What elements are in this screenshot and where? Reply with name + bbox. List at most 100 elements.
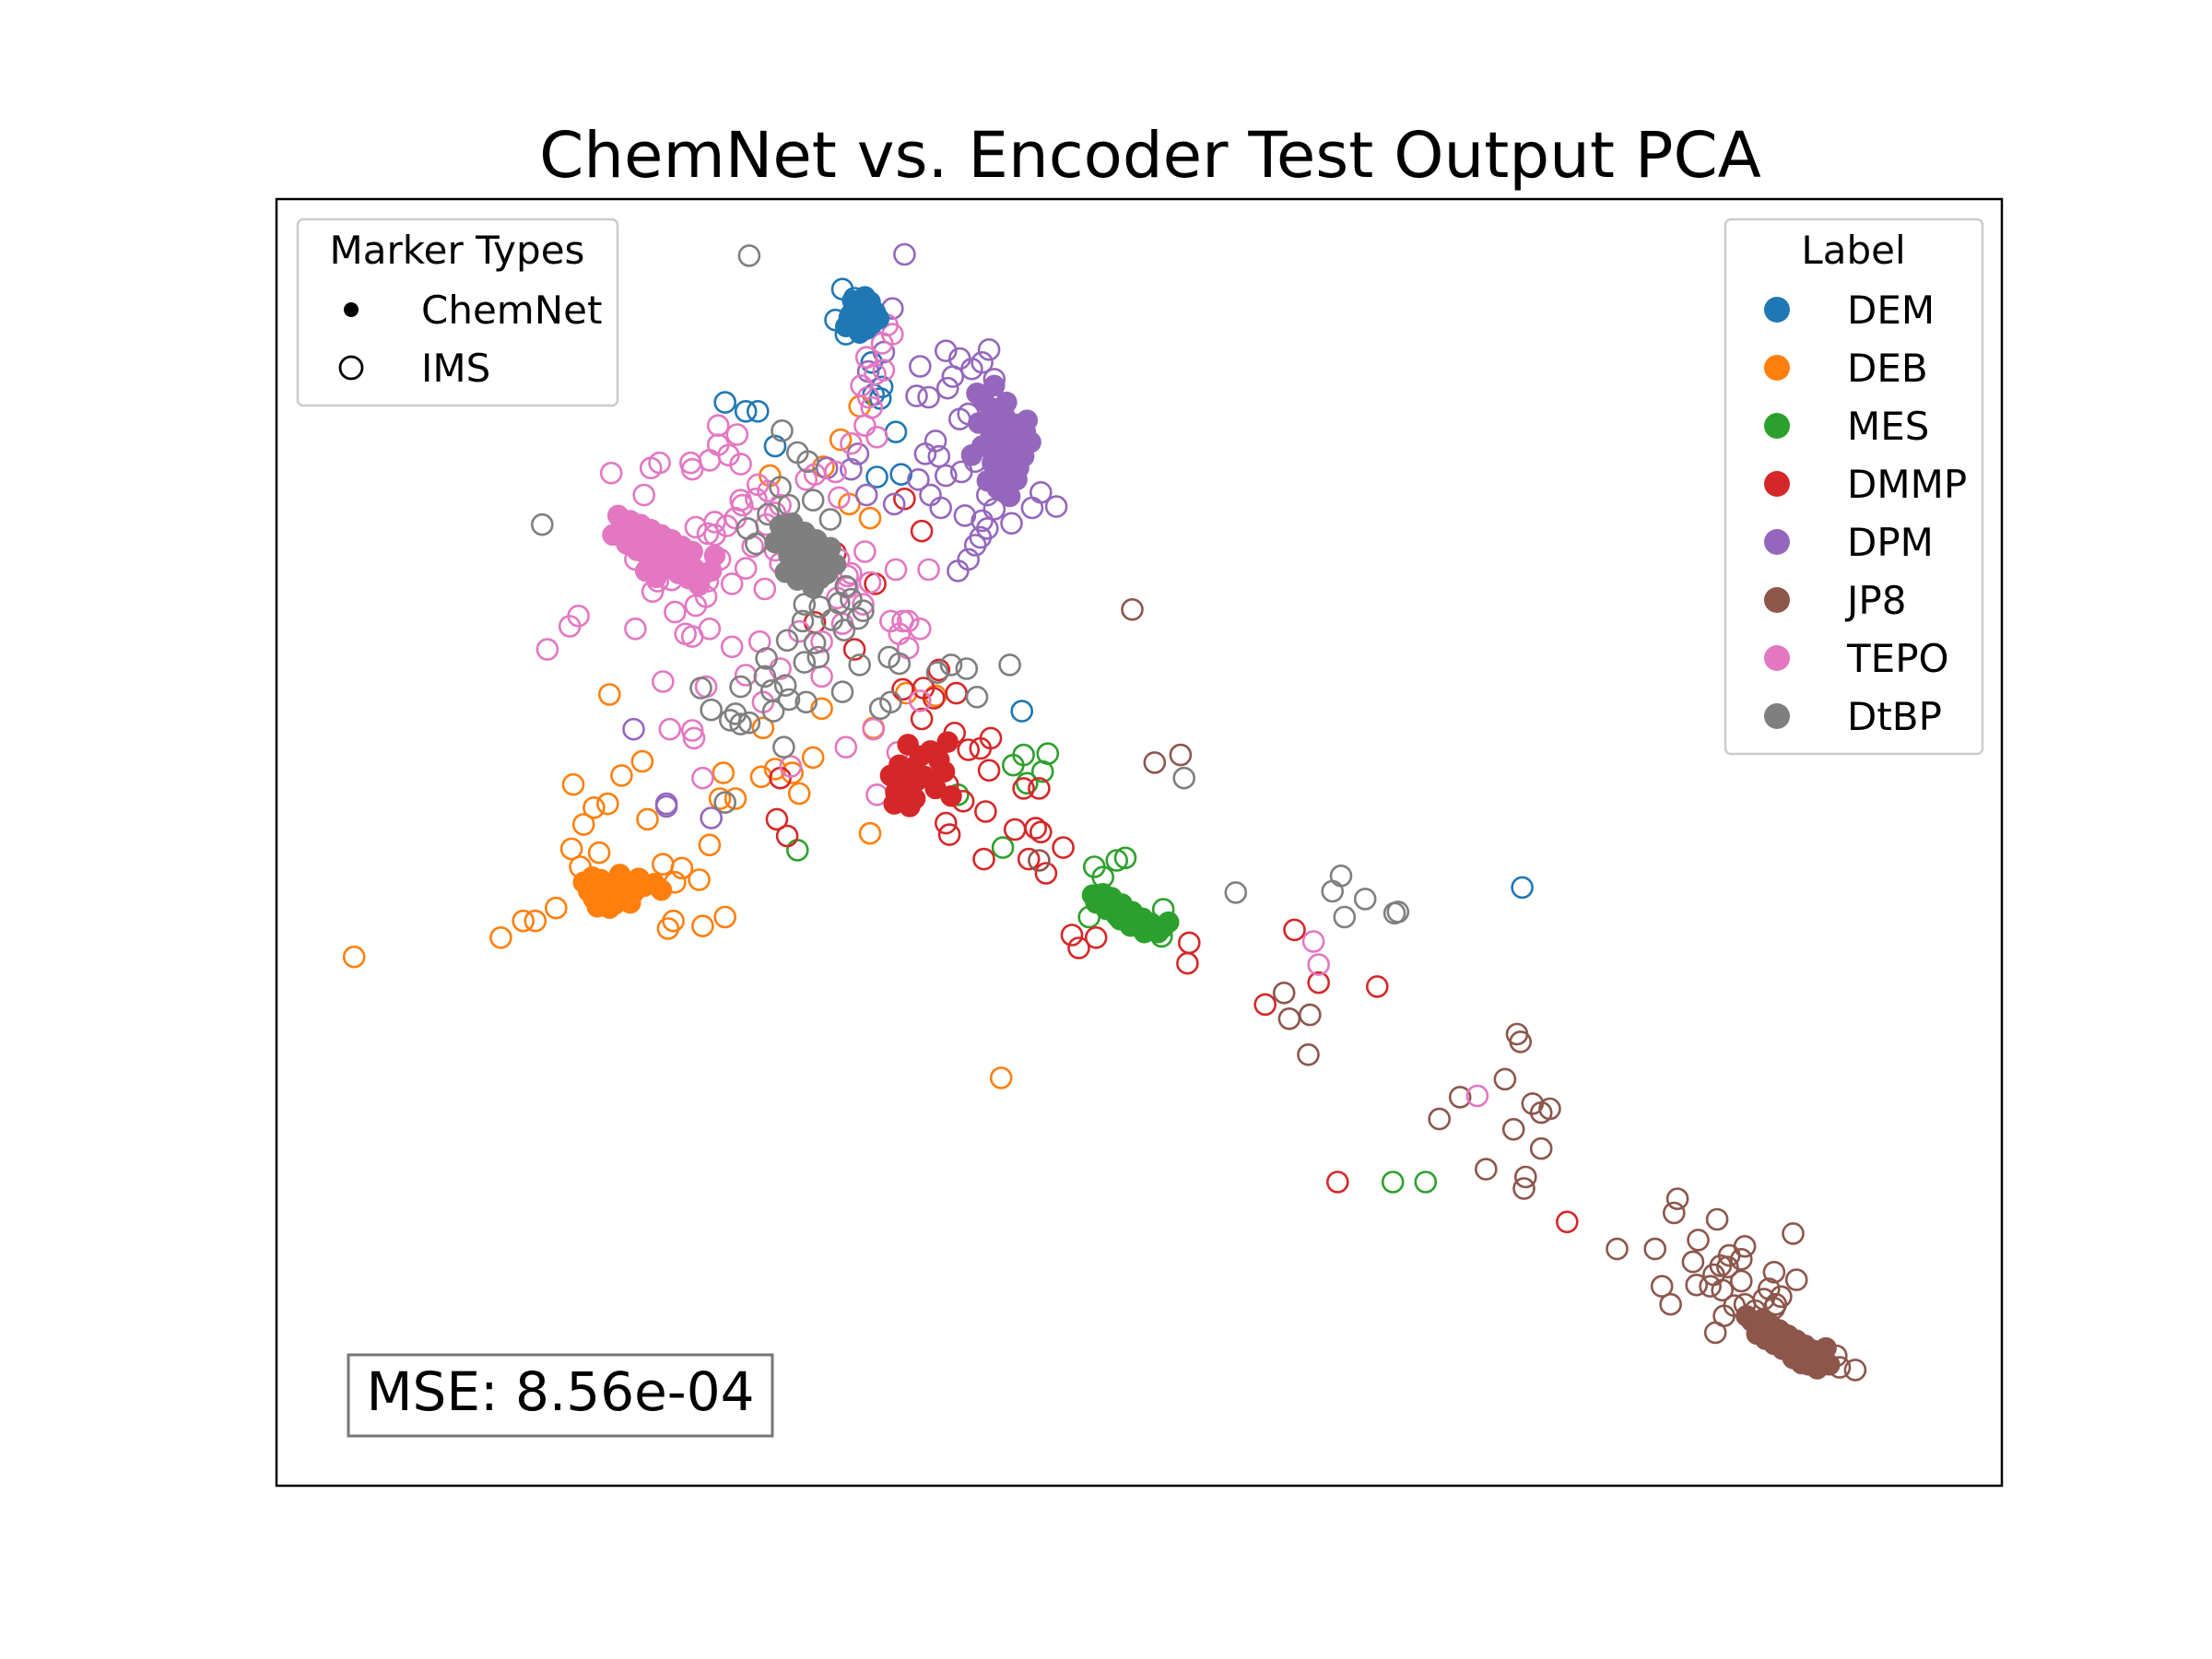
ims-point-dpm [947, 559, 970, 582]
ims-point-dtbp [1321, 879, 1344, 903]
ims-point-dmmp [937, 823, 961, 846]
ims-point-dpm [977, 337, 1001, 361]
ims-point-dtbp [737, 711, 761, 735]
ims-point-jp8 [1762, 1261, 1786, 1284]
ims-point-deb [630, 749, 654, 773]
chemnet-point-dtbp [764, 531, 786, 554]
chemnet-point-dmmp [940, 784, 962, 807]
ims-point-deb [662, 909, 685, 933]
ims-point-deb [751, 716, 775, 740]
ims-point-tepo [862, 717, 886, 741]
ims-point-dtbp [713, 791, 737, 815]
legend-label-dmmp: DMMP [1847, 462, 1967, 507]
ims-point-dem [1511, 876, 1534, 900]
ims-point-dpm [963, 534, 987, 557]
ims-point-deb [712, 761, 735, 784]
ims-point-jp8 [1782, 1222, 1805, 1245]
ims-point-jp8 [1299, 1003, 1322, 1027]
ims-point-jp8 [1703, 1321, 1727, 1345]
ims-point-dtbp [791, 609, 815, 633]
ims-point-tepo [696, 522, 720, 546]
chemnet-point-dtbp [774, 561, 796, 583]
ims-point-dpm [840, 457, 863, 481]
ims-point-dmmp [974, 800, 997, 823]
ims-point-deb [698, 833, 722, 857]
ims-point-tepo [725, 423, 749, 446]
ims-point-dmmp [1307, 971, 1330, 994]
ims-point-tepo [648, 451, 671, 475]
ims-point-tepo [734, 664, 758, 687]
ims-point-deb [571, 813, 595, 836]
chemnet-point-mes [1133, 921, 1156, 944]
legend-label-dpm: DPM [1847, 520, 1934, 565]
ims-point-deb [858, 821, 882, 845]
ims-point-tepo [896, 609, 920, 633]
ims-point-dtbp [700, 698, 724, 722]
ims-point-dpm [929, 496, 953, 520]
ims-point-dmmp [1084, 925, 1108, 949]
legend-swatch-deb [1764, 355, 1790, 381]
ims-point-jp8 [1764, 1292, 1788, 1316]
ims-point-mes [1113, 846, 1137, 870]
ims-point-jp8 [1143, 751, 1167, 774]
chemnet-point-deb [628, 867, 650, 889]
ims-point-deb [858, 506, 882, 530]
chemnet-point-dtbp [802, 576, 824, 599]
ims-point-dtbp [830, 680, 854, 704]
ims-point-dtbp [793, 651, 817, 674]
legend-label-dem: DEM [1847, 288, 1935, 333]
ims-point-dpm [927, 444, 951, 468]
ims-point-dpm [882, 492, 906, 516]
ims-point-dtbp [1386, 900, 1410, 924]
ims-point-dtbp [1224, 881, 1248, 904]
ims-point-tepo [879, 609, 902, 633]
ims-point-dtbp [772, 735, 795, 759]
chemnet-point-dmmp [879, 764, 902, 787]
legend-swatch-dtbp [1764, 703, 1790, 729]
ims-point-tepo [853, 540, 877, 563]
ims-point-dpm [872, 340, 896, 364]
ims-point-jp8 [1512, 1177, 1535, 1200]
ims-point-jp8 [1448, 1086, 1472, 1109]
chemnet-point-dtbp [824, 553, 847, 576]
ims-point-dtbp [757, 502, 780, 526]
ims-point-mes [1016, 771, 1039, 795]
scatter-points [342, 242, 1867, 1382]
ims-point-jp8 [1665, 1187, 1689, 1210]
ims-point-tepo [858, 571, 882, 594]
ims-point-jp8 [1297, 1043, 1320, 1066]
ims-point-dtbp [840, 587, 863, 611]
ims-point-jp8 [1475, 1158, 1498, 1181]
ims-point-jp8 [1272, 982, 1296, 1005]
chemnet-point-dpm [983, 374, 1006, 397]
ims-point-dtbp [888, 652, 912, 676]
ims-point-dtbp [753, 665, 777, 688]
ims-point-jp8 [1121, 597, 1144, 621]
ims-point-tepo [651, 670, 675, 693]
ims-point-tepo [599, 461, 623, 485]
ims-point-deb [587, 841, 611, 865]
ims-point-tepo [852, 593, 875, 617]
ims-point-dmmp [1178, 931, 1201, 955]
ims-point-tepo [720, 635, 744, 659]
ims-point-dtbp [1353, 888, 1377, 911]
ims-point-dmmp [1067, 936, 1090, 959]
ims-point-tepo [691, 766, 714, 790]
chemnet-point-dmmp [883, 793, 905, 815]
mse-annotation: MSE: 8.56e-04 [347, 1353, 774, 1438]
legend-label-chemnet: ChemNet [421, 288, 602, 333]
ims-point-jp8 [1730, 1248, 1753, 1271]
ims-point-dmmp [1012, 777, 1035, 800]
ims-point-tepo [734, 557, 758, 581]
ims-point-tepo [664, 600, 687, 624]
ims-point-deb [829, 428, 853, 452]
chemnet-point-dem [852, 299, 875, 321]
marker-legend: Marker Types ChemNet IMS [296, 218, 619, 407]
ims-point-dtbp [777, 688, 801, 712]
ims-point-deb [582, 795, 606, 819]
ims-point-dtbp [848, 653, 872, 677]
mse-box [347, 1353, 774, 1438]
legend-label-deb: DEB [1847, 346, 1928, 391]
ims-point-tepo [917, 558, 940, 582]
ims-point-dtbp [794, 690, 818, 714]
